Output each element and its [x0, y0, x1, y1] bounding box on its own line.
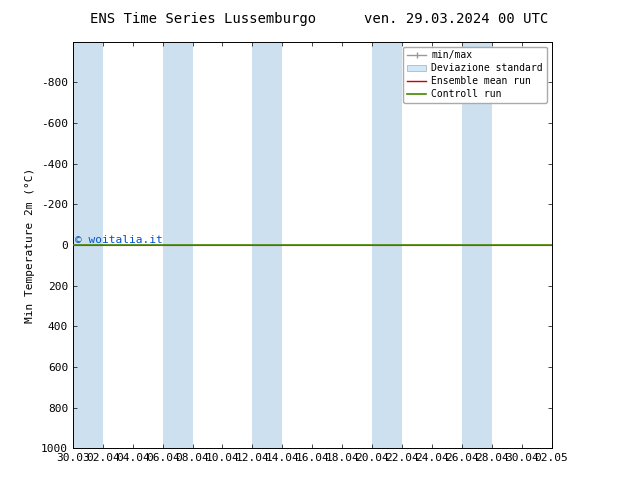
Bar [372, 42, 402, 448]
Text: ENS Time Series Lussemburgo: ENS Time Series Lussemburgo [90, 12, 316, 26]
Y-axis label: Min Temperature 2m (°C): Min Temperature 2m (°C) [25, 168, 36, 322]
Bar [163, 42, 193, 448]
Bar [73, 42, 103, 448]
Text: © woitalia.it: © woitalia.it [75, 235, 163, 245]
Bar [462, 42, 492, 448]
Text: ven. 29.03.2024 00 UTC: ven. 29.03.2024 00 UTC [365, 12, 548, 26]
Legend: min/max, Deviazione standard, Ensemble mean run, Controll run: min/max, Deviazione standard, Ensemble m… [403, 47, 547, 103]
Bar [252, 42, 282, 448]
